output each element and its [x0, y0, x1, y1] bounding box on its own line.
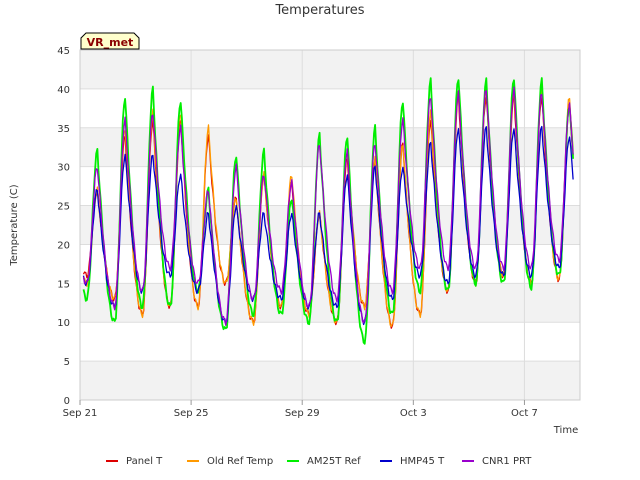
background-band: [80, 50, 580, 89]
y-tick-label: 40: [57, 85, 70, 96]
x-tick-label: Oct 7: [511, 408, 538, 419]
y-axis-ticks: 0 5 10 15 20 25 30 35 40 45: [57, 46, 70, 407]
legend-label: CNR1 PRT: [482, 456, 532, 467]
station-badge-shape: [80, 32, 140, 50]
plot-frame: [79, 49, 581, 401]
y-tick-label: 30: [57, 163, 70, 174]
x-tick-label: Sep 21: [63, 408, 98, 419]
x-axis-title: Time: [553, 425, 578, 436]
y-tick-label: 15: [57, 279, 70, 290]
y-tick-label: 5: [64, 357, 70, 368]
x-tick-label: Sep 25: [174, 408, 209, 419]
legend-label: Old Ref Temp: [207, 456, 273, 467]
series-lines: [82, 77, 574, 345]
y-tick-label: 25: [57, 202, 70, 213]
x-tick-label: Oct 3: [400, 408, 427, 419]
y-tick-label: 35: [57, 124, 70, 135]
legend-label: Panel T: [126, 456, 163, 467]
chart-title: Temperatures: [274, 3, 364, 18]
x-axis-ticks: Sep 21 Sep 25 Sep 29 Oct 3 Oct 7: [63, 400, 538, 419]
legend-label: HMP45 T: [400, 456, 445, 467]
background-band: [80, 205, 580, 245]
plot-background-bands: [80, 50, 580, 400]
background-band: [80, 361, 580, 400]
station-badge: VR_met: [80, 32, 140, 50]
y-tick-label: 20: [57, 240, 70, 251]
y-tick-label: 0: [64, 396, 70, 407]
legend-label: AM25T Ref: [307, 456, 361, 467]
x-tick-label: Sep 29: [285, 408, 320, 419]
series-line-hmp45-t: [82, 125, 574, 326]
y-axis-title: Temperature (C): [9, 184, 20, 266]
y-tick-label: 45: [57, 46, 70, 57]
series-line-cnr1-prt: [82, 86, 574, 326]
station-label: VR_met: [87, 36, 134, 49]
legend: Panel T Old Ref Temp AM25T Ref HMP45 T CNR1 …: [106, 456, 532, 467]
y-tick-label: 10: [57, 318, 70, 329]
background-band: [80, 127, 580, 167]
